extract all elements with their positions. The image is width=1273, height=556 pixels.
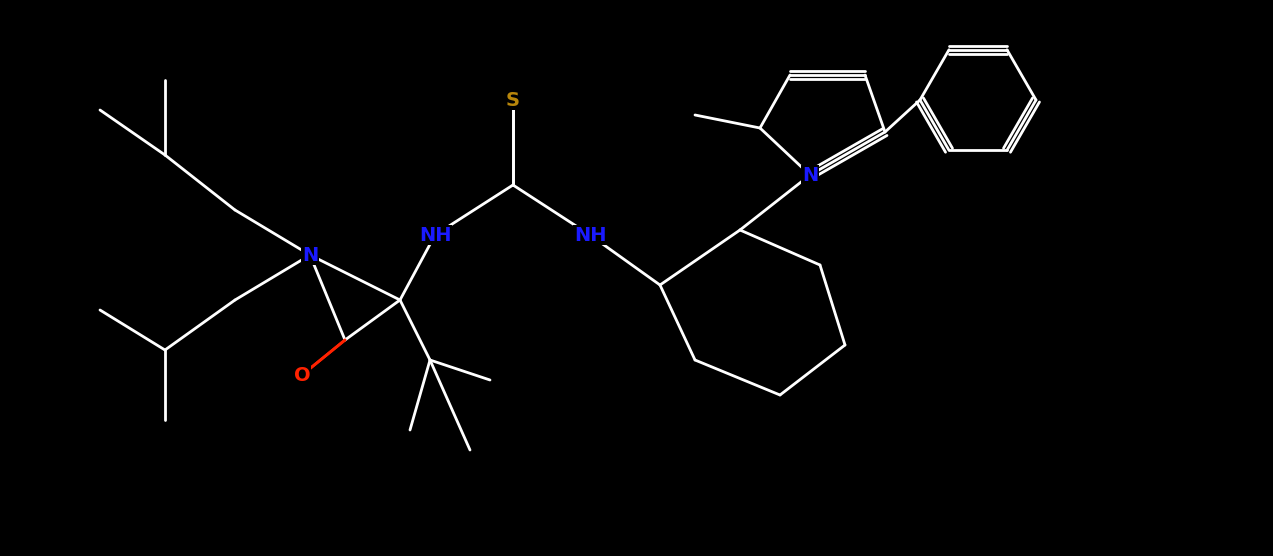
Text: NH: NH	[419, 226, 451, 245]
Text: O: O	[294, 365, 311, 385]
Text: NH: NH	[574, 226, 606, 245]
Text: S: S	[505, 91, 519, 110]
Text: N: N	[802, 166, 819, 185]
Text: N: N	[302, 246, 318, 265]
